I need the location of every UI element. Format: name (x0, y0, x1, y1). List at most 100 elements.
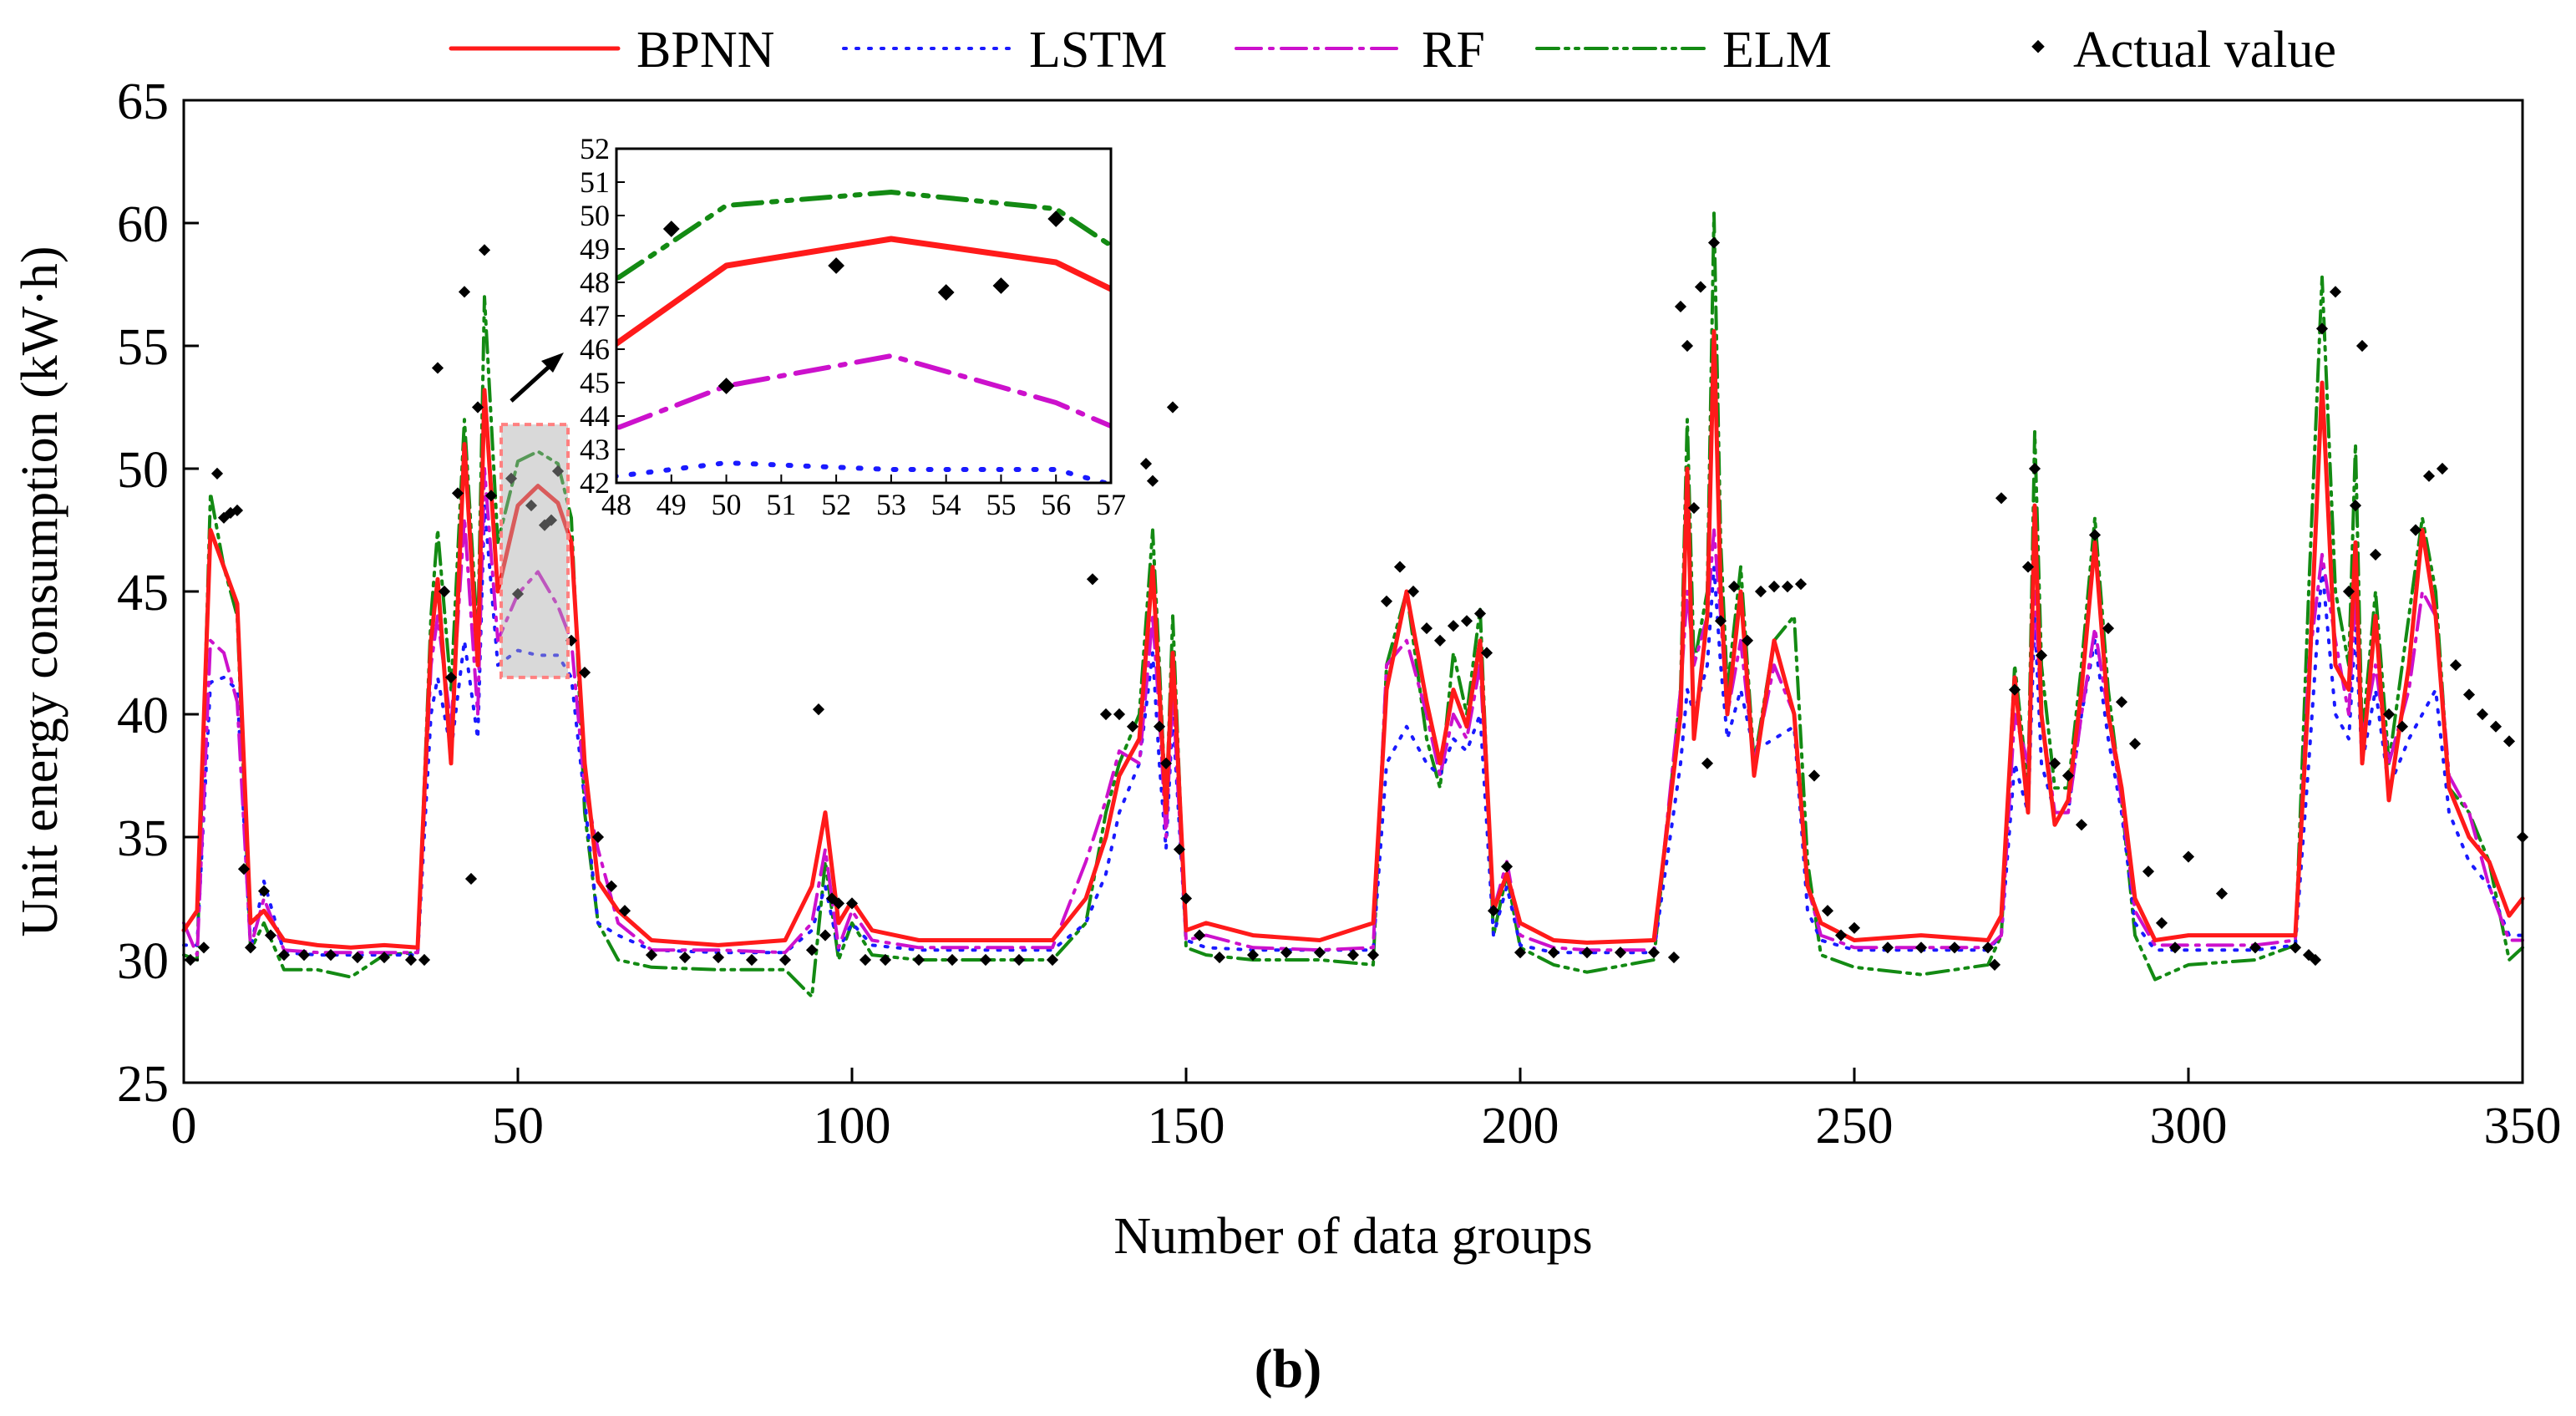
inset-plot: 48 49 50 51 52 53 54 55 56 5742434445464748495051… (580, 132, 1126, 521)
actual-value-point (1614, 947, 1627, 959)
actual-value-point (2289, 941, 2302, 954)
x-tick-label: 0 (171, 1098, 197, 1155)
actual-value-point (1821, 905, 1834, 917)
actual-value-point (2142, 865, 2155, 878)
legend-label: BPNN (636, 22, 774, 79)
actual-value-point (1707, 236, 1721, 249)
actual-value-point (1213, 951, 1226, 964)
x-tick-label: 150 (1148, 1098, 1225, 1155)
x-axis-ticks: 0 50 100 150 200 250 300 350 (171, 1068, 2562, 1155)
inset-background (616, 149, 1111, 483)
actual-value-point (1346, 949, 1360, 962)
inset-x-tick-label: 56 (1041, 488, 1071, 521)
y-tick-label: 55 (117, 319, 169, 376)
x-tick-label: 200 (1482, 1098, 1559, 1155)
inset-x-tick-label: 53 (876, 488, 906, 521)
inset-y-tick-label: 50 (580, 199, 610, 232)
actual-value-point (712, 951, 725, 964)
actual-value-point (210, 467, 224, 480)
inset-actual-value-point (937, 284, 955, 301)
actual-value-point (805, 944, 819, 957)
actual-value-point (2436, 462, 2449, 475)
actual-value-point (1995, 492, 2008, 505)
actual-value-point (745, 953, 758, 967)
actual-value-point (1514, 947, 1527, 959)
actual-value-point (1473, 607, 1487, 620)
actual-value-point (231, 504, 244, 517)
inset-actual-value-point (992, 277, 1010, 294)
actual-value-point (1580, 947, 1594, 959)
x-tick-label: 300 (2150, 1098, 2228, 1155)
inset-x-tick-label: 55 (986, 488, 1016, 521)
actual-value-point (431, 362, 444, 374)
actual-value-point (832, 897, 845, 910)
actual-value-point (297, 949, 311, 962)
actual-value-point (197, 941, 210, 954)
actual-value-point (1393, 561, 1407, 573)
actual-value-point (525, 500, 538, 512)
actual-value-point (819, 929, 832, 941)
actual-value-point (1914, 941, 1928, 954)
inset-series-line-lstm (616, 460, 1111, 483)
inset-series-line-bpnn (616, 236, 1111, 348)
inset-series-group (616, 190, 1111, 483)
legend-swatch (2031, 39, 2045, 53)
legend-label: LSTM (1029, 22, 1167, 79)
actual-value-point (545, 514, 558, 526)
actual-value-point (591, 830, 605, 844)
actual-value-point (2369, 548, 2382, 561)
actual-value-point (2349, 500, 2362, 512)
inset-y-tick-label: 46 (580, 332, 610, 366)
actual-value-point (778, 953, 792, 967)
actual-value-point (444, 671, 458, 683)
main-plot: 0 50 100 150 200 250 300 350 25 30 35 40 45 50 55 60 65 (117, 74, 2562, 1155)
actual-value-point (1146, 475, 1159, 487)
y-axis-ticks: 25 30 35 40 45 50 55 60 65 (117, 74, 199, 1113)
actual-value-point (1767, 581, 1781, 593)
actual-value-point (1808, 769, 1821, 782)
actual-value-point (578, 666, 591, 679)
actual-value-point (1046, 953, 1059, 967)
actual-value-point (511, 587, 525, 601)
actual-value-point (1159, 757, 1173, 769)
inset-x-tick-label: 49 (657, 488, 687, 521)
x-tick-label: 250 (1816, 1098, 1894, 1155)
actual-value-point (1848, 921, 1861, 934)
actual-value-point (1380, 595, 1393, 607)
actual-value-point (2128, 738, 2142, 750)
actual-value-point (1667, 951, 1681, 964)
actual-value-point (1433, 634, 1447, 647)
inset-x-tick-label: 57 (1096, 488, 1126, 521)
actual-value-point (1647, 947, 1661, 959)
actual-value-point (264, 929, 277, 941)
actual-value-point (1460, 615, 1473, 627)
actual-value-point (451, 487, 464, 500)
inset-y-tick-label: 49 (580, 232, 610, 266)
inset-actual-value-point (828, 257, 845, 274)
inset-actual-value-point (662, 221, 680, 237)
x-tick-label: 100 (814, 1098, 891, 1155)
actual-value-point (458, 286, 471, 298)
actual-value-point (812, 703, 825, 716)
actual-value-point (438, 585, 451, 598)
inset-y-tick-label: 42 (580, 466, 610, 500)
series-line-bpnn (181, 328, 2525, 950)
inset-y-tick-label: 47 (580, 299, 610, 332)
actual-value-point (484, 490, 498, 502)
actual-value-point (478, 244, 491, 256)
actual-value-point (2168, 941, 2182, 954)
actual-value-point (678, 951, 692, 964)
actual-value-point (1012, 953, 1026, 967)
y-tick-label: 60 (117, 196, 169, 253)
inset-series-line-elm (616, 190, 1111, 282)
actual-value-point (2075, 819, 2088, 831)
inset-series-line-rf (616, 353, 1111, 431)
y-tick-label: 45 (117, 565, 169, 622)
inset-y-tick-label: 48 (580, 266, 610, 299)
inset-x-tick-label: 51 (766, 488, 796, 521)
actual-value-point (1794, 578, 1808, 591)
inset-x-tick-label: 48 (601, 488, 631, 521)
actual-value-point (551, 464, 565, 478)
actual-value-point (2215, 887, 2229, 900)
